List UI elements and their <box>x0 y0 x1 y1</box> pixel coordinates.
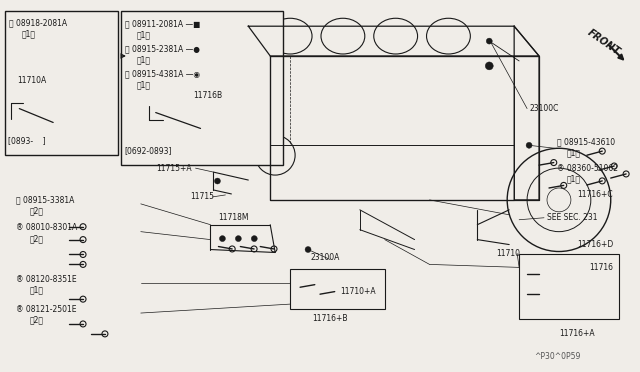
Ellipse shape <box>426 18 470 54</box>
Text: （2）: （2） <box>29 315 44 324</box>
Circle shape <box>271 246 277 252</box>
Circle shape <box>312 282 318 288</box>
Circle shape <box>80 251 86 257</box>
Text: 23100A: 23100A <box>310 253 339 262</box>
Text: 23100C: 23100C <box>529 104 559 113</box>
Text: Ⓡ 08915-2381A —●: Ⓡ 08915-2381A —● <box>125 45 200 54</box>
Text: 11718M: 11718M <box>218 213 249 222</box>
Circle shape <box>252 235 257 241</box>
Circle shape <box>527 168 591 232</box>
Circle shape <box>305 278 311 284</box>
Circle shape <box>268 147 283 163</box>
Ellipse shape <box>268 18 312 54</box>
Text: FRONT: FRONT <box>586 27 622 57</box>
Text: 11716B: 11716B <box>193 91 223 100</box>
Text: （1）: （1） <box>137 80 151 89</box>
Circle shape <box>551 160 557 166</box>
Circle shape <box>80 296 86 302</box>
Bar <box>5 11 118 155</box>
Circle shape <box>80 237 86 243</box>
Text: 11716+B: 11716+B <box>312 314 348 324</box>
Circle shape <box>236 235 241 241</box>
Text: [0692-0893]: [0692-0893] <box>125 146 172 155</box>
Circle shape <box>332 289 338 295</box>
Circle shape <box>547 188 571 212</box>
Circle shape <box>229 246 235 252</box>
Circle shape <box>536 271 542 277</box>
Text: Ⓡ 08915-4381A —◉: Ⓡ 08915-4381A —◉ <box>125 69 200 78</box>
Circle shape <box>546 298 552 304</box>
Circle shape <box>305 247 311 253</box>
Ellipse shape <box>374 18 417 54</box>
Circle shape <box>198 125 204 131</box>
Circle shape <box>561 182 566 188</box>
Text: ^P30^0P59: ^P30^0P59 <box>534 352 580 361</box>
Text: （1）: （1） <box>29 286 44 295</box>
Text: （1）: （1） <box>21 30 35 39</box>
Circle shape <box>566 281 572 287</box>
Circle shape <box>526 298 532 304</box>
Circle shape <box>526 264 532 270</box>
Circle shape <box>526 281 532 287</box>
Text: Ⓡ 08915-43610: Ⓡ 08915-43610 <box>557 138 615 147</box>
Text: （2）: （2） <box>29 206 44 215</box>
Text: ® 08120-8351E: ® 08120-8351E <box>17 275 77 284</box>
Circle shape <box>80 224 86 230</box>
Circle shape <box>536 291 542 297</box>
Text: 11710: 11710 <box>496 249 520 258</box>
Circle shape <box>80 321 86 327</box>
Circle shape <box>50 119 56 125</box>
Text: ® 08010-8301A: ® 08010-8301A <box>17 223 77 232</box>
Circle shape <box>251 246 257 252</box>
Text: 11716+D: 11716+D <box>577 240 613 249</box>
Circle shape <box>566 264 572 270</box>
Text: （2）: （2） <box>29 234 44 243</box>
Circle shape <box>305 294 311 300</box>
Text: 11710+A: 11710+A <box>340 287 376 296</box>
Circle shape <box>546 264 552 270</box>
Circle shape <box>332 294 338 300</box>
Text: 11715+A: 11715+A <box>156 164 191 173</box>
Circle shape <box>486 38 492 44</box>
Text: 11716: 11716 <box>589 263 613 272</box>
Text: Ⓝ 08911-2081A —■: Ⓝ 08911-2081A —■ <box>125 20 200 29</box>
Circle shape <box>599 178 605 184</box>
Text: （1）: （1） <box>567 149 581 158</box>
Circle shape <box>485 62 493 70</box>
Text: ® 08360-51062: ® 08360-51062 <box>557 164 618 173</box>
Text: ® 08121-2501E: ® 08121-2501E <box>17 305 77 314</box>
Circle shape <box>220 235 225 241</box>
Bar <box>290 269 385 309</box>
Text: （1）: （1） <box>137 31 151 40</box>
Circle shape <box>566 298 572 304</box>
Circle shape <box>586 264 592 270</box>
Circle shape <box>623 171 629 177</box>
Text: 11716+A: 11716+A <box>559 329 595 339</box>
Circle shape <box>507 148 611 251</box>
Text: （1）: （1） <box>567 174 581 183</box>
Text: （1）: （1） <box>137 55 151 64</box>
Circle shape <box>60 50 66 56</box>
Circle shape <box>80 262 86 267</box>
Text: 11715: 11715 <box>191 192 214 201</box>
Text: [0893-    ]: [0893- ] <box>8 136 46 145</box>
Bar <box>519 254 619 319</box>
Text: 11716+C: 11716+C <box>577 190 612 199</box>
Text: Ⓝ 08918-2081A: Ⓝ 08918-2081A <box>10 19 67 28</box>
Circle shape <box>599 148 605 154</box>
Bar <box>121 11 283 165</box>
Circle shape <box>214 178 220 184</box>
Text: Ⓝ 08915-3381A: Ⓝ 08915-3381A <box>17 195 75 204</box>
Circle shape <box>255 135 295 175</box>
Ellipse shape <box>321 18 365 54</box>
Circle shape <box>586 298 592 304</box>
Text: SEE SEC. 231: SEE SEC. 231 <box>547 213 598 222</box>
Circle shape <box>102 331 108 337</box>
Circle shape <box>526 142 532 148</box>
Text: 11710A: 11710A <box>17 76 47 85</box>
Circle shape <box>546 281 552 287</box>
Circle shape <box>332 278 338 284</box>
Circle shape <box>611 163 617 169</box>
Circle shape <box>586 281 592 287</box>
